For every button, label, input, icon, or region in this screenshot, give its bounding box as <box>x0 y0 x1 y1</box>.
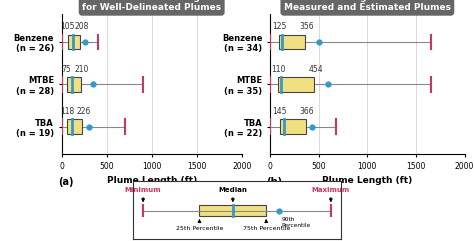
Text: 226: 226 <box>76 107 91 116</box>
Bar <box>278 77 314 92</box>
Title: Plume Lengths for Both
Measured and Estimated Plumes: Plume Lengths for Both Measured and Esti… <box>284 0 451 12</box>
Text: 75: 75 <box>62 65 72 74</box>
Text: (b): (b) <box>266 177 283 187</box>
Title: Measured Plume Lengths
for Well-Delineated Plumes: Measured Plume Lengths for Well-Delineat… <box>82 0 221 12</box>
Bar <box>279 34 305 49</box>
Text: Median: Median <box>219 187 247 193</box>
Text: 208: 208 <box>74 22 89 31</box>
Text: Minimum: Minimum <box>125 187 162 193</box>
Bar <box>66 77 81 92</box>
Text: 118: 118 <box>60 107 74 116</box>
X-axis label: Plume Length (ft): Plume Length (ft) <box>322 176 412 185</box>
X-axis label: Plume Length (ft): Plume Length (ft) <box>107 176 197 185</box>
Text: 110: 110 <box>271 65 286 74</box>
Text: 75th Percentile: 75th Percentile <box>243 226 290 231</box>
Text: 356: 356 <box>299 22 313 31</box>
Bar <box>67 119 82 134</box>
Text: 105: 105 <box>61 22 75 31</box>
Text: 145: 145 <box>273 107 287 116</box>
Text: 210: 210 <box>75 65 89 74</box>
Bar <box>280 119 306 134</box>
Text: (a): (a) <box>58 177 73 187</box>
Text: 454: 454 <box>309 65 323 74</box>
Text: Maximum: Maximum <box>312 187 350 193</box>
Text: 366: 366 <box>300 107 315 116</box>
Text: 125: 125 <box>272 22 286 31</box>
Text: 25th Percentile: 25th Percentile <box>176 226 223 231</box>
Text: 90th
Percentile: 90th Percentile <box>282 217 311 228</box>
Bar <box>68 34 81 49</box>
Bar <box>200 205 266 216</box>
